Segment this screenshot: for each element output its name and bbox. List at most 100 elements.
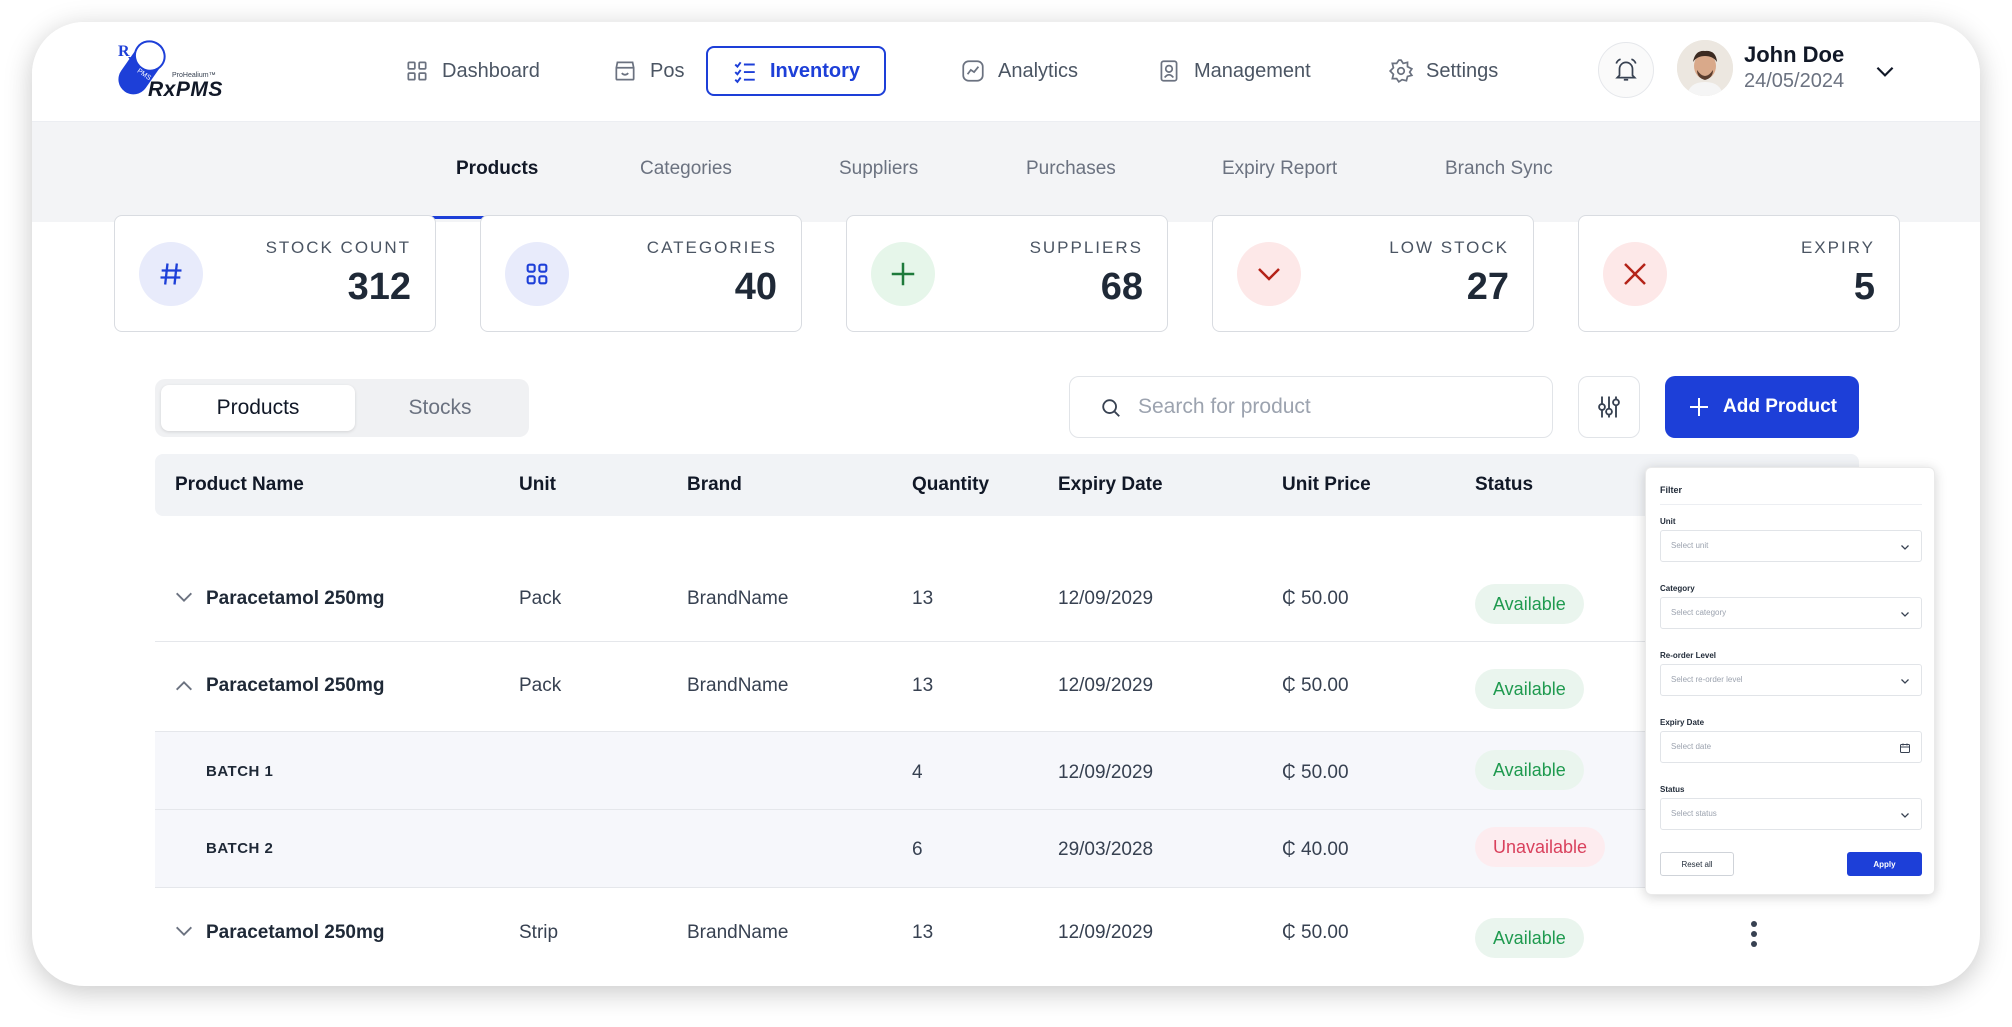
gear-icon xyxy=(1388,59,1414,84)
add-product-button[interactable]: Add Product xyxy=(1665,376,1859,438)
stat-label: Suppliers xyxy=(1029,238,1143,257)
nav-pos[interactable]: Pos xyxy=(588,46,708,96)
filter-button[interactable] xyxy=(1578,376,1640,438)
nav-dashboard-label: Dashboard xyxy=(442,59,540,82)
tab-products[interactable]: Products xyxy=(456,158,539,179)
status-badge: Available xyxy=(1475,584,1584,624)
product-quantity: 13 xyxy=(912,675,934,696)
chevron-down-icon[interactable] xyxy=(173,586,195,608)
chevron-down-icon xyxy=(1901,545,1909,550)
stat-card-expiry: Expiry 5 xyxy=(1578,215,1900,332)
chevron-down-icon xyxy=(1901,813,1909,818)
filter-title: Filter xyxy=(1660,485,1683,495)
product-price: ₵ 50.00 xyxy=(1282,675,1349,696)
management-icon xyxy=(1160,60,1178,82)
filter-reorder-placeholder: Select re-order level xyxy=(1671,675,1743,684)
th-unit-price: Unit Price xyxy=(1282,474,1371,495)
filter-expiry-input[interactable]: Select date xyxy=(1660,731,1922,763)
filter-category-label: Category xyxy=(1660,584,1695,593)
stat-value: 40 xyxy=(734,266,777,308)
batch-expiry: 12/09/2029 xyxy=(1058,762,1154,783)
chevron-down-icon[interactable] xyxy=(1872,58,1898,84)
th-quantity: Quantity xyxy=(912,474,990,495)
user-photo xyxy=(1677,40,1733,96)
view-toggle: Products Stocks xyxy=(155,379,529,437)
tab-suppliers[interactable]: Suppliers xyxy=(839,158,919,179)
stat-label: Categories xyxy=(646,238,777,257)
product-expiry: 12/09/2029 xyxy=(1058,675,1154,696)
batch-row[interactable]: BATCH 2 6 29/03/2028 ₵ 40.00 Unavailable xyxy=(155,810,1859,888)
table-row[interactable]: Paracetamol 250mg Strip BrandName 13 12/… xyxy=(155,888,1859,978)
grid-icon xyxy=(505,242,569,306)
x-icon xyxy=(1603,242,1667,306)
filter-status-select[interactable]: Select status xyxy=(1660,798,1922,830)
tab-branch-sync[interactable]: Branch Sync xyxy=(1445,158,1553,179)
nav-management[interactable]: Management xyxy=(1132,46,1335,96)
stat-value: 27 xyxy=(1466,266,1509,308)
filter-status-placeholder: Select status xyxy=(1671,809,1717,818)
status-badge: Available xyxy=(1475,750,1584,790)
filter-unit-select[interactable]: Select unit xyxy=(1660,530,1922,562)
th-expiry-date: Expiry Date xyxy=(1058,474,1163,495)
grid-icon xyxy=(407,61,427,81)
nav-inventory-label: Inventory xyxy=(770,59,861,82)
stat-label: Expiry xyxy=(1800,238,1875,257)
nav-analytics[interactable]: Analytics xyxy=(936,46,1102,96)
table-row[interactable]: Paracetamol 250mg Pack BrandName 13 12/0… xyxy=(155,554,1859,642)
stat-card-low-stock: Low Stock 27 xyxy=(1212,215,1534,332)
status-badge: Available xyxy=(1475,918,1584,958)
tab-purchases[interactable]: Purchases xyxy=(1026,158,1116,179)
search-box xyxy=(1069,376,1553,438)
nav-pos-label: Pos xyxy=(650,59,685,82)
rxpms-logo: R x PMS xyxy=(118,40,166,95)
batch-quantity: 4 xyxy=(912,762,923,783)
divider xyxy=(1660,504,1922,505)
nav-dashboard[interactable]: Dashboard xyxy=(380,46,564,96)
nav-settings[interactable]: Settings xyxy=(1364,46,1522,96)
more-options-icon[interactable] xyxy=(1749,920,1759,948)
product-expiry: 12/09/2029 xyxy=(1058,588,1154,609)
table-row[interactable]: Paracetamol 250mg Pack BrandName 13 12/0… xyxy=(155,642,1859,732)
product-brand: BrandName xyxy=(687,588,789,609)
batch-name: BATCH 1 xyxy=(206,763,274,780)
apply-button[interactable]: Apply xyxy=(1847,852,1922,876)
nav-management-label: Management xyxy=(1194,59,1311,82)
chevron-down-icon[interactable] xyxy=(173,920,195,942)
nav-inventory[interactable]: Inventory xyxy=(706,46,887,96)
status-badge: Unavailable xyxy=(1475,827,1606,867)
bell-icon xyxy=(1615,58,1637,81)
batch-name: BATCH 2 xyxy=(206,840,274,857)
product-price: ₵ 50.00 xyxy=(1282,588,1349,609)
reset-all-button[interactable]: Reset all xyxy=(1660,852,1734,876)
product-name: Paracetamol 250mg xyxy=(206,675,385,696)
hash-icon xyxy=(139,242,203,306)
th-status: Status xyxy=(1475,474,1534,495)
toggle-products[interactable]: Products xyxy=(161,385,355,431)
sliders-icon xyxy=(1598,396,1620,418)
nav-analytics-label: Analytics xyxy=(998,59,1079,82)
product-brand: BrandName xyxy=(687,922,789,943)
search-input[interactable] xyxy=(1138,391,1518,423)
notifications-button[interactable] xyxy=(1598,42,1654,98)
filter-unit-label: Unit xyxy=(1660,517,1676,526)
tab-expiry-report[interactable]: Expiry Report xyxy=(1222,158,1338,179)
product-expiry: 12/09/2029 xyxy=(1058,922,1154,943)
th-unit: Unit xyxy=(519,474,556,495)
batch-row[interactable]: BATCH 1 4 12/09/2029 ₵ 50.00 Available xyxy=(155,732,1859,810)
user-name: John Doe xyxy=(1744,42,1845,67)
user-date: 24/05/2024 xyxy=(1744,70,1845,92)
filter-reorder-label: Re-order Level xyxy=(1660,651,1717,660)
product-brand: BrandName xyxy=(687,675,789,696)
calendar-icon xyxy=(1900,743,1910,753)
filter-reorder-select[interactable]: Select re-order level xyxy=(1660,664,1922,696)
status-badge: Available xyxy=(1475,669,1584,709)
filter-category-select[interactable]: Select category xyxy=(1660,597,1922,629)
toggle-stocks[interactable]: Stocks xyxy=(408,396,472,419)
svg-text:x: x xyxy=(128,54,133,65)
avatar[interactable] xyxy=(1677,40,1733,96)
plus-icon xyxy=(1690,398,1708,416)
tab-categories[interactable]: Categories xyxy=(640,158,732,179)
search-icon xyxy=(1102,399,1120,417)
stat-value: 68 xyxy=(1100,266,1143,308)
chevron-up-icon[interactable] xyxy=(173,675,195,697)
